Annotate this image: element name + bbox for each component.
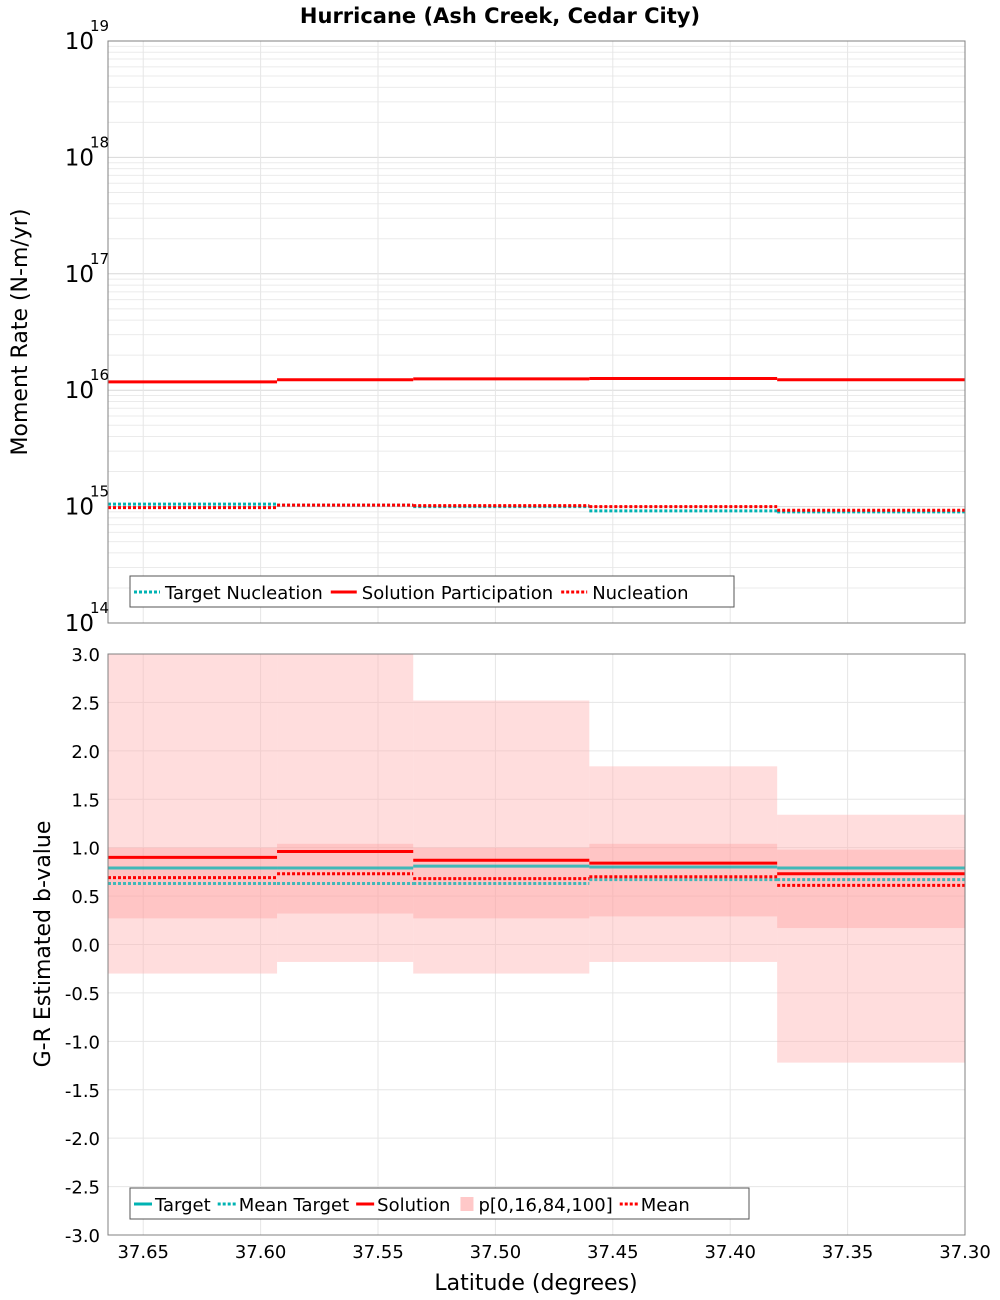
bottom-x-tick-labels: 37.65 37.60 37.55 37.50 37.45 37.40 37.35 37.30 [117, 1242, 990, 1263]
bottom-series-group [108, 850, 965, 887]
top-y-axis-label: Moment Rate (N-m/yr) [8, 209, 33, 456]
top-y-tick-exponent: 15 [90, 483, 109, 501]
x-tick-label: 37.50 [470, 1242, 522, 1263]
bottom-legend-label-mean: Mean [641, 1195, 690, 1216]
bottom-plot-frame [107, 653, 966, 1236]
bottom-legend-swatch-band [460, 1197, 474, 1211]
top-legend-box [129, 575, 735, 608]
top-legend-label-target-nucleation: Target Nucleation [164, 583, 323, 604]
bottom-legend: Target Mean Target Solution p[0,16,84,100] M… [129, 1187, 750, 1220]
bottom-y-tick-label: 3.0 [71, 645, 100, 666]
top-y-tick-exponent: 14 [90, 599, 109, 617]
band-outer-p0-p100 [413, 700, 590, 974]
bottom-y-tick-labels: 3.0 2.5 2.0 1.5 1.0 0.5 0.0 -0.5 -1.0 -1.5 -2.0 -2.… [65, 645, 100, 1247]
top-y-tick-base: 10 [65, 378, 94, 404]
band-outer-p0-p100 [777, 814, 965, 1063]
top-plot-background [108, 41, 965, 623]
bottom-y-tick-label: -2.0 [65, 1129, 100, 1150]
band-inner-p16-p84 [277, 843, 414, 914]
top-series-group [108, 377, 965, 514]
x-tick-label: 37.60 [235, 1242, 287, 1263]
top-plot-frame [107, 40, 966, 624]
band-inner-p16-p84 [589, 843, 778, 917]
bottom-y-tick-label: 2.5 [71, 693, 100, 714]
band-outer-p0-p100 [108, 654, 278, 974]
bottom-y-tick-label: 1.5 [71, 790, 100, 811]
x-tick-label: 37.55 [352, 1242, 404, 1263]
x-tick-label: 37.45 [587, 1242, 639, 1263]
bottom-y-tick-label: 2.0 [71, 742, 100, 763]
band-outer-p0-p100 [277, 654, 414, 962]
bottom-y-tick-label: -1.5 [65, 1081, 100, 1102]
top-y-tick-exponent: 17 [90, 250, 109, 268]
bottom-y-axis-label: G-R Estimated b-value [31, 821, 56, 1068]
top-y-tick-exponent: 19 [90, 17, 109, 35]
top-y-tick-exponent: 18 [90, 133, 109, 151]
x-axis-label: Latitude (degrees) [434, 1271, 637, 1296]
bottom-y-tick-label: 0.0 [71, 936, 100, 957]
bottom-y-tick-label: -2.5 [65, 1178, 100, 1199]
x-tick-label: 37.35 [822, 1242, 874, 1263]
top-grid [108, 40, 966, 624]
bottom-y-tick-label: 0.5 [71, 887, 100, 908]
bottom-legend-label-p-0-16-84-100: p[0,16,84,100] [478, 1195, 612, 1216]
chart-title: Hurricane (Ash Creek, Cedar City) [300, 4, 700, 28]
top-y-tick-base: 10 [65, 495, 94, 521]
bottom-y-tick-label: 1.0 [71, 839, 100, 860]
x-tick-label: 37.30 [939, 1242, 991, 1263]
top-y-tick-base: 10 [65, 262, 94, 288]
top-legend: Target Nucleation Solution Participation N… [129, 575, 735, 608]
band-inner-p16-p84 [777, 849, 965, 929]
top-legend-label-nucleation: Nucleation [592, 583, 688, 604]
top-y-tick-base: 10 [65, 145, 94, 171]
x-tick-label: 37.40 [704, 1242, 756, 1263]
x-tick-label: 37.65 [117, 1242, 169, 1263]
bottom-legend-label-mean-target: Mean Target [239, 1195, 349, 1216]
top-y-tick-exponent: 16 [90, 366, 109, 384]
top-y-tick-base: 10 [65, 611, 94, 637]
bottom-y-tick-label: -1.0 [65, 1032, 100, 1053]
bottom-y-tick-label: -3.0 [65, 1226, 100, 1247]
bottom-y-tick-label: -0.5 [65, 984, 100, 1005]
top-y-tick-base: 10 [65, 29, 94, 55]
top-legend-label-solution-participation: Solution Participation [362, 583, 553, 604]
bottom-legend-label-target: Target [154, 1195, 211, 1216]
bottom-legend-label-solution: Solution [377, 1195, 450, 1216]
